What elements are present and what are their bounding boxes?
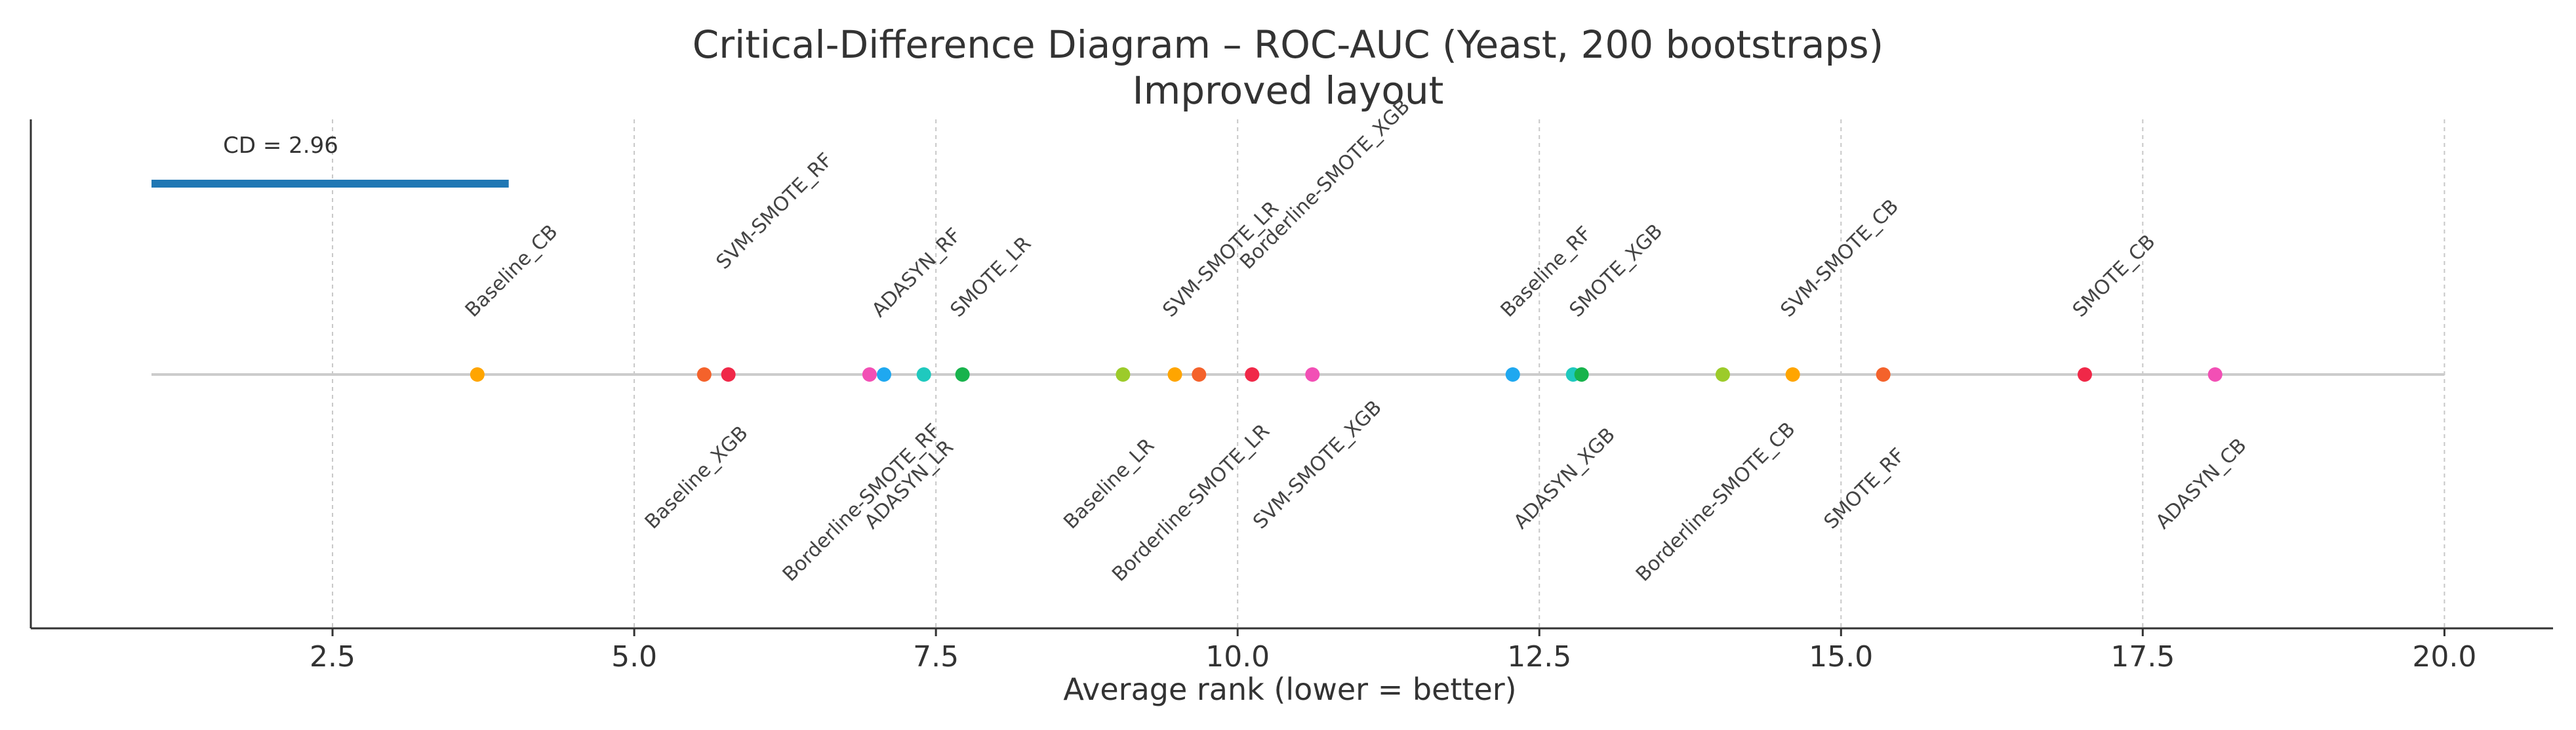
method-label: SMOTE_RF — [1820, 444, 1910, 534]
method-point — [1245, 367, 1260, 382]
x-tick-label: 12.5 — [1507, 640, 1571, 674]
method-label: SMOTE_CB — [2068, 230, 2160, 322]
method-point — [1505, 367, 1520, 382]
method-label: Borderline-SMOTE_XGB — [1236, 95, 1415, 274]
method-labels: Baseline_CB Baseline_XGB SVM-SMOTE_RF Borde… — [461, 95, 2251, 586]
x-tick-label: 2.5 — [310, 640, 355, 674]
method-label: Baseline_LR — [1059, 434, 1159, 534]
method-point — [1785, 367, 1800, 382]
x-tick-label: 5.0 — [611, 640, 657, 674]
method-point — [721, 367, 736, 382]
axes — [30, 119, 2553, 630]
method-point — [916, 367, 931, 382]
method-point — [1167, 367, 1182, 382]
method-point — [877, 367, 892, 382]
method-point — [1715, 367, 1730, 382]
critical-difference-bar: CD = 2.96 — [151, 132, 509, 188]
method-point — [2078, 367, 2093, 382]
cd-label: CD = 2.96 — [223, 132, 338, 159]
method-point — [1305, 367, 1320, 382]
method-point — [696, 367, 712, 382]
x-axis-label: Average rank (lower = better) — [1063, 672, 1516, 707]
method-point — [1574, 367, 1589, 382]
method-label: ADASYN_CB — [2152, 434, 2251, 534]
x-tick-label: 17.5 — [2110, 640, 2175, 674]
method-label: Borderline-SMOTE_RF — [778, 419, 945, 586]
method-label: Baseline_XGB — [641, 422, 753, 534]
chart-subtitle: Improved layout — [1133, 68, 1444, 113]
method-point — [1192, 367, 1207, 382]
x-tick-label: 10.0 — [1205, 640, 1270, 674]
method-point — [1876, 367, 1891, 382]
method-label: ADASYN_XGB — [1510, 423, 1620, 533]
method-point — [1116, 367, 1131, 382]
method-point — [2207, 367, 2223, 382]
method-label: Baseline_CB — [461, 220, 563, 322]
method-point — [470, 367, 485, 382]
chart-title: Critical-Difference Diagram – ROC-AUC (Y… — [693, 22, 1883, 67]
x-tick-label: 15.0 — [1809, 640, 1873, 674]
method-label: SVM-SMOTE_XGB — [1249, 396, 1386, 534]
x-tick-label: 7.5 — [913, 640, 959, 674]
method-points — [470, 367, 2223, 382]
x-tick-label: 20.0 — [2412, 640, 2476, 674]
method-label: Borderline-SMOTE_CB — [1632, 418, 1800, 586]
x-ticks: 2.5 5.0 7.5 10.0 12.5 15.0 17.5 20.0 — [310, 628, 2476, 674]
method-label: SVM-SMOTE_RF — [712, 149, 837, 274]
method-point — [862, 367, 877, 382]
method-label: SVM-SMOTE_CB — [1777, 195, 1903, 321]
method-point — [955, 367, 970, 382]
